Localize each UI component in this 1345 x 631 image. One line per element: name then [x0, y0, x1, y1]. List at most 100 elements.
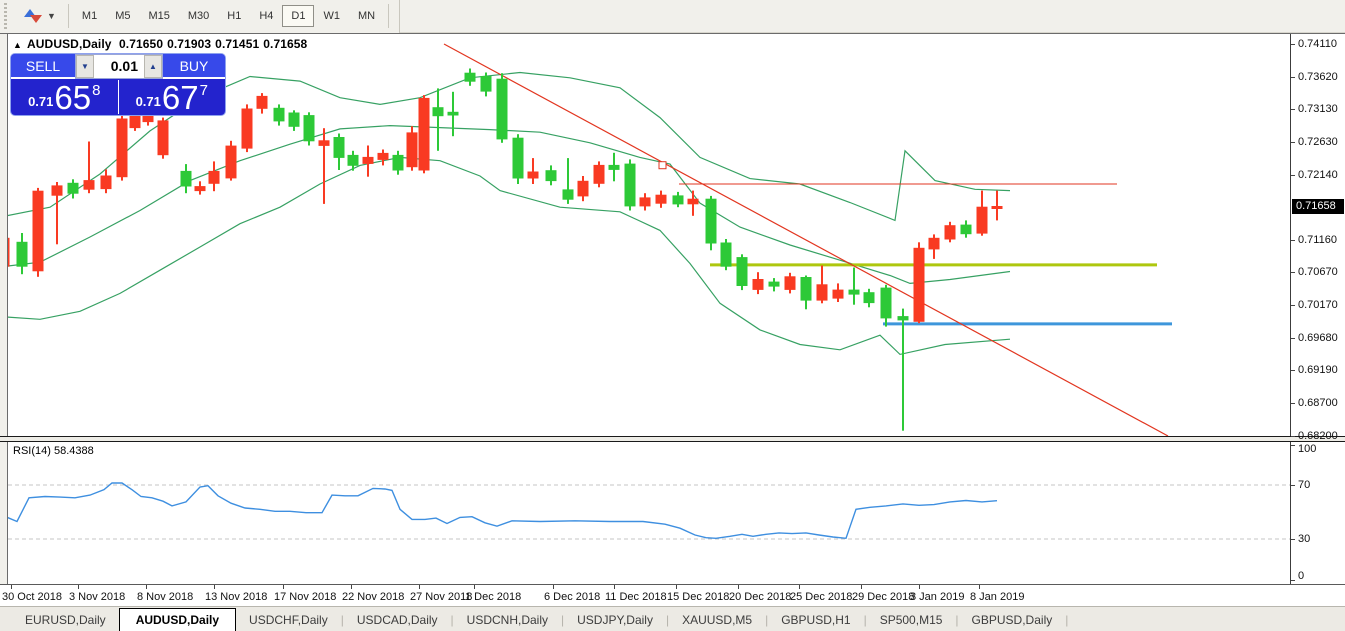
rsi-chart-canvas[interactable] [8, 442, 1290, 583]
sell-button[interactable]: SELL [11, 54, 75, 79]
candle [256, 93, 268, 114]
date-tick [738, 585, 739, 589]
price-tick [1291, 175, 1295, 176]
price-tick-label: 0.73620 [1298, 71, 1338, 83]
chart-symbol: AUDUSD,Daily [27, 37, 112, 51]
buy-button[interactable]: BUY [163, 54, 225, 79]
price-tick-label: 0.70670 [1298, 266, 1338, 278]
tab-separator: | [955, 613, 959, 627]
timeframe-button-m30[interactable]: M30 [179, 5, 218, 27]
timeframe-button-h4[interactable]: H4 [250, 5, 282, 27]
date-tick-label: 6 Dec 2018 [544, 591, 601, 603]
candle [639, 193, 651, 211]
date-tick [419, 585, 420, 589]
chart-tab-usdjpy[interactable]: USDJPY,Daily [577, 613, 653, 627]
volume-increase-button[interactable]: ▲ [144, 55, 162, 78]
candle [32, 187, 44, 277]
date-tick-label: 11 Dec 2018 [605, 591, 667, 603]
chart-tab-gbpusd[interactable]: GBPUSD,H1 [781, 613, 851, 627]
tab-separator: | [450, 613, 454, 627]
candle [768, 278, 780, 292]
price-axis[interactable]: 0.74110 0.73620 0.73130 0.72630 0.72140 0.711… [1290, 34, 1345, 442]
price-tick-label: 0.72630 [1298, 136, 1338, 148]
candle [577, 176, 589, 202]
candle [288, 110, 300, 131]
sell-price-big: 65 [54, 79, 92, 116]
price-tick [1291, 305, 1295, 306]
candle [83, 141, 95, 194]
candle [100, 169, 112, 194]
price-tick-label: 0.69190 [1298, 364, 1338, 376]
candle [816, 265, 828, 304]
date-tick-label: 29 Dec 2018 [852, 591, 915, 603]
buy-price[interactable]: 0.71 67 7 [119, 79, 226, 115]
trendline[interactable] [443, 43, 1169, 436]
timeframe-button-m5[interactable]: M5 [106, 5, 139, 27]
timeframe-button-m1[interactable]: M1 [73, 5, 106, 27]
candle [512, 134, 524, 184]
cycle-arrows-icon[interactable] [23, 7, 43, 25]
chevron-down-icon[interactable]: ▼ [47, 11, 56, 21]
date-tick-label: 8 Nov 2018 [137, 591, 194, 603]
chart-tab-usdcad[interactable]: USDCAD,Daily [356, 613, 438, 627]
chart-tab-usdchf[interactable]: USDCHF,Daily [249, 613, 328, 627]
bollinger-lower-band [8, 156, 1011, 356]
ohlc-high: 0.71903 [167, 37, 212, 51]
sell-price[interactable]: 0.71 65 8 [11, 79, 118, 115]
date-tick-label: 3 Jan 2019 [910, 591, 965, 603]
candle [480, 72, 492, 97]
sell-price-prefix: 0.71 [28, 94, 54, 109]
date-tick [799, 585, 800, 589]
chart-tab-audusd[interactable]: AUDUSD,Daily [118, 608, 237, 631]
date-tick-label: 17 Nov 2018 [274, 591, 337, 603]
timeframe-toolbar: ▼ M1 M5 M15 M30 H1 H4 D1 W1 MN [0, 0, 1345, 33]
date-tick-label: 30 Oct 2018 [2, 591, 62, 603]
rsi-axis[interactable]: 100 70 30 0 [1290, 442, 1345, 584]
date-tick [861, 585, 862, 589]
collapse-arrow-icon[interactable]: ▲ [13, 40, 23, 50]
panel-splitter[interactable] [0, 437, 1345, 442]
timeframe-button-m15[interactable]: M15 [139, 5, 178, 27]
current-price-tag: 0.71658 [1292, 199, 1344, 214]
candle [432, 88, 444, 151]
rsi-tick [1291, 539, 1295, 540]
ohlc-open: 0.71650 [119, 37, 164, 51]
tab-separator: | [561, 613, 565, 627]
buy-price-prefix: 0.71 [135, 94, 161, 109]
candle [863, 288, 875, 308]
chart-tab-gbpusd[interactable]: GBPUSD,Daily [971, 613, 1053, 627]
date-tick [78, 585, 79, 589]
volume-decrease-button[interactable]: ▼ [76, 55, 94, 78]
candle [672, 191, 684, 208]
date-axis[interactable]: 30 Oct 2018 3 Nov 2018 8 Nov 2018 13 Nov 20… [0, 584, 1345, 606]
timeframe-button-d1[interactable]: D1 [282, 5, 315, 27]
date-tick [283, 585, 284, 589]
chart-tab-sp500[interactable]: SP500,M15 [879, 613, 943, 627]
volume-input[interactable]: 0.01 [110, 58, 138, 74]
rsi-tick [1291, 445, 1295, 446]
price-tick [1291, 436, 1295, 437]
chart-tab-xauusd[interactable]: XAUUSD,M5 [682, 613, 753, 627]
candle [784, 272, 796, 294]
one-click-trading-panel: SELL ▼ 0.01 ▲ BUY 0.71 65 8 0.71 67 [10, 53, 226, 116]
timeframe-button-mn[interactable]: MN [349, 5, 384, 27]
toolbar-drag-handle[interactable] [2, 3, 9, 29]
candle [527, 158, 539, 184]
price-tick-label: 0.73130 [1298, 103, 1338, 115]
tab-separator: | [863, 613, 867, 627]
rsi-line [8, 482, 998, 540]
rsi-level-label: 70 [1298, 479, 1311, 491]
trendline-handle[interactable] [658, 161, 667, 170]
date-tick-label: 20 Dec 2018 [729, 591, 792, 603]
timeframe-button-w1[interactable]: W1 [314, 5, 349, 27]
date-tick-label: 8 Jan 2019 [970, 591, 1025, 603]
price-tick [1291, 272, 1295, 273]
chart-tab-usdcnh[interactable]: USDCNH,Daily [466, 613, 549, 627]
candle [608, 152, 620, 182]
timeframe-button-h1[interactable]: H1 [218, 5, 250, 27]
candle [377, 149, 389, 166]
ohlc-close: 0.71658 [263, 37, 308, 51]
chart-tab-eurusd[interactable]: EURUSD,Daily [25, 613, 106, 627]
candle [406, 126, 418, 171]
